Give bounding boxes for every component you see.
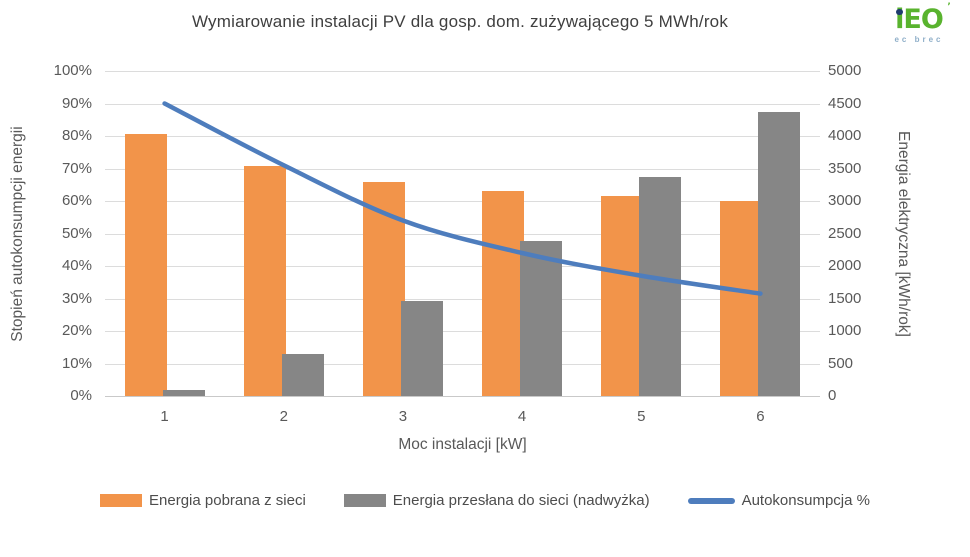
x-axis-title: Moc instalacji [kW] (398, 436, 527, 453)
bar-segment (362, 182, 405, 396)
y-left-tick-label: 20% (61, 322, 92, 339)
logo-i-dot (896, 8, 903, 15)
y-right-tick-label: 4500 (828, 94, 862, 112)
y-left-tick-label: 40% (61, 257, 92, 274)
bar-segment (720, 201, 763, 396)
gridline (105, 103, 820, 105)
y-right-tick-label: 2500 (828, 224, 862, 242)
logo-subtext: ec brec (894, 35, 944, 44)
y-left-tick-label: 60% (61, 192, 92, 209)
chart-title: Wymiarowanie instalacji PV dla gosp. dom… (191, 12, 729, 31)
gridline (105, 363, 820, 365)
right-axis-title: Energia elektryczna [kWh/rok] (895, 131, 912, 337)
gridline (105, 233, 820, 235)
y-right-tick-label: 1500 (828, 289, 862, 307)
legend: Energia pobrana z sieci Energia przesłana… (0, 492, 970, 509)
y-left-tick-label: 90% (61, 94, 92, 112)
gridline (105, 71, 820, 72)
x-tick-label: 3 (398, 408, 408, 425)
ieo-logo: iEO ’ ec brec (884, 3, 954, 45)
bar-segment (758, 111, 801, 396)
bar-segment (639, 176, 682, 396)
y-left-tick-label: 70% (61, 159, 92, 177)
gridline (105, 331, 820, 332)
gridline (105, 201, 820, 202)
y-left-tick-label: 100% (53, 62, 92, 79)
legend-label: Energia pobrana z sieci (149, 492, 306, 509)
logo-brand: iEO ’ (895, 3, 951, 35)
y-left-tick-label: 50% (61, 224, 92, 242)
gridline (105, 396, 820, 397)
gridline (105, 266, 820, 267)
legend-label: Autokonsumpcja % (741, 492, 870, 509)
gridline (105, 298, 820, 300)
gridline (105, 136, 820, 137)
x-tick-label: 2 (279, 408, 288, 425)
legend-label: Energia przesłana do sieci (nadwyżka) (392, 492, 650, 509)
legend-item: Energia przesłana do sieci (nadwyżka) (343, 492, 650, 509)
bar-segment (124, 134, 167, 396)
bar-segment (520, 240, 563, 396)
gridline (105, 168, 820, 170)
bar-segment (243, 165, 286, 396)
legend-item: Energia pobrana z sieci (100, 492, 306, 509)
x-tick-label: 1 (160, 408, 169, 425)
y-left-tick-label: 80% (61, 127, 92, 144)
x-tick-label: 5 (637, 408, 646, 425)
legend-item: Autokonsumpcja % (687, 492, 870, 509)
x-tick-label: 4 (517, 408, 527, 425)
bar-segment (400, 301, 443, 396)
y-right-tick-label: 3500 (828, 159, 862, 177)
bar-segment (162, 390, 205, 396)
x-tick-label: 6 (756, 408, 765, 425)
legend-swatch-bar (100, 494, 143, 507)
y-right-tick-label: 2000 (828, 257, 862, 274)
y-left-tick-label: 0% (70, 387, 92, 404)
legend-swatch-line (687, 497, 735, 504)
y-right-tick-label: 4000 (828, 127, 862, 144)
logo-trademark: ’ (947, 2, 951, 12)
y-right-tick-label: 0 (828, 387, 837, 404)
bar-segment (482, 191, 525, 396)
bar-segment (281, 353, 324, 396)
logo-text: iEO (895, 4, 944, 35)
bar-segment (601, 196, 644, 396)
y-right-tick-label: 1000 (828, 322, 862, 339)
y-left-tick-label: 30% (61, 289, 92, 307)
y-right-tick-label: 500 (828, 354, 854, 372)
left-axis-title: Stopień autokonsumpcji energii (9, 126, 26, 342)
y-right-tick-label: 3000 (828, 192, 862, 209)
y-right-tick-label: 5000 (828, 62, 862, 79)
y-left-tick-label: 10% (61, 354, 92, 372)
legend-swatch-bar (343, 494, 386, 507)
